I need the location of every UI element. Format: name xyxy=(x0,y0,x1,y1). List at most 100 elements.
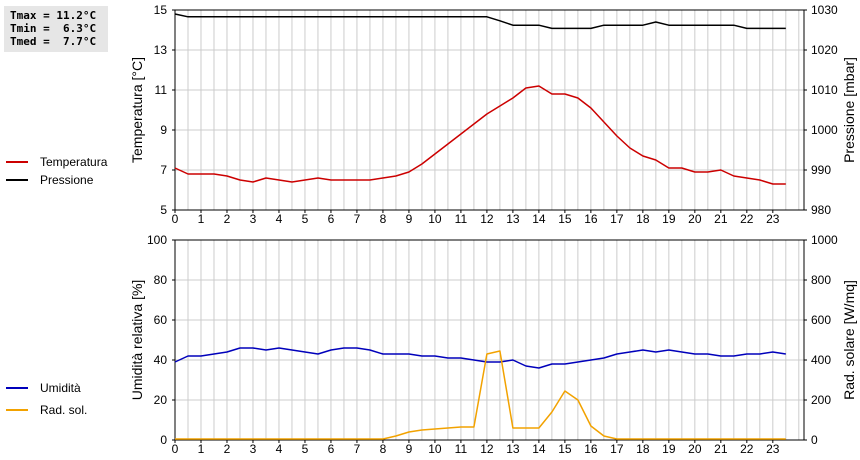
right-axis-label: Pressione [mbar] xyxy=(841,57,857,163)
x-tick-label: 23 xyxy=(766,212,780,226)
chart-panel-1: 0 1 2 3 4 5 6 7 8 9 10 11 12 13 14 15 16 17 18 19 20 21 22 2302… xyxy=(129,233,857,456)
x-tick-label: 19 xyxy=(662,442,676,456)
x-tick-label: 3 xyxy=(250,442,257,456)
x-tick-label: 5 xyxy=(302,442,309,456)
x-tick-label: 21 xyxy=(714,442,728,456)
x-tick-label: 20 xyxy=(688,212,702,226)
right-tick-label: 1020 xyxy=(811,43,838,57)
right-tick-label: 1030 xyxy=(811,3,838,17)
x-tick-label: 7 xyxy=(354,442,361,456)
x-tick-label: 10 xyxy=(428,442,442,456)
left-axis-label: Umidità relativa [%] xyxy=(129,280,145,401)
x-tick-label: 12 xyxy=(480,212,494,226)
legend-swatch-pressure xyxy=(6,179,28,181)
stats-tmax: Tmax = 11.2°C xyxy=(10,9,97,22)
x-tick-label: 13 xyxy=(506,212,520,226)
left-tick-label: 9 xyxy=(160,123,167,137)
left-tick-label: 100 xyxy=(147,233,167,247)
stats-tmed: Tmed = 7.7°C xyxy=(10,35,97,48)
left-tick-label: 40 xyxy=(154,353,168,367)
x-tick-label: 9 xyxy=(406,212,413,226)
right-axis-label: Rad. solare [W/mq] xyxy=(841,280,857,400)
x-tick-label: 18 xyxy=(636,442,650,456)
series-line-temperatura xyxy=(174,85,786,185)
x-tick-label: 15 xyxy=(558,212,572,226)
series-line-pressione xyxy=(174,13,786,30)
left-tick-label: 80 xyxy=(154,273,168,287)
x-tick-label: 4 xyxy=(276,442,283,456)
x-tick-label: 23 xyxy=(766,442,780,456)
x-tick-label: 10 xyxy=(428,212,442,226)
stats-tmin: Tmin = 6.3°C xyxy=(10,22,97,35)
x-tick-label: 19 xyxy=(662,212,676,226)
legend-label-radiation: Rad. sol. xyxy=(40,403,88,417)
x-tick-label: 9 xyxy=(406,442,413,456)
x-tick-label: 15 xyxy=(558,442,572,456)
x-tick-label: 1 xyxy=(198,212,205,226)
x-tick-label: 11 xyxy=(455,212,468,226)
left-tick-label: 7 xyxy=(160,163,167,177)
left-tick-label: 11 xyxy=(155,83,168,97)
x-tick-label: 14 xyxy=(532,212,546,226)
legend-swatch-temperature xyxy=(6,161,28,163)
legend-item-radiation: Rad. sol. xyxy=(6,402,87,418)
legend-item-pressure: Pressione xyxy=(6,172,93,188)
x-tick-label: 0 xyxy=(172,212,179,226)
right-tick-label: 0 xyxy=(811,433,818,447)
x-tick-label: 3 xyxy=(250,212,257,226)
right-tick-label: 1000 xyxy=(811,233,838,247)
x-tick-label: 11 xyxy=(455,442,468,456)
left-tick-label: 5 xyxy=(160,203,167,217)
x-tick-label: 7 xyxy=(354,212,361,226)
stats-box: Tmax = 11.2°C Tmin = 6.3°C Tmed = 7.7°C xyxy=(4,6,108,52)
right-tick-label: 200 xyxy=(811,393,831,407)
right-tick-label: 400 xyxy=(811,353,831,367)
x-tick-label: 8 xyxy=(380,442,387,456)
x-tick-label: 16 xyxy=(584,212,598,226)
series-line-rad-sol xyxy=(175,350,786,440)
right-tick-label: 1010 xyxy=(811,83,838,97)
right-tick-label: 800 xyxy=(811,273,831,287)
x-tick-label: 16 xyxy=(584,442,598,456)
left-tick-label: 15 xyxy=(154,3,168,17)
legend-item-humidity: Umidità xyxy=(6,380,81,396)
plot-frame xyxy=(174,9,805,211)
legend-item-temperature: Temperatura xyxy=(6,154,107,170)
x-tick-label: 14 xyxy=(532,442,546,456)
x-tick-label: 8 xyxy=(380,212,387,226)
x-tick-label: 2 xyxy=(224,212,231,226)
x-tick-label: 0 xyxy=(172,442,179,456)
x-tick-label: 5 xyxy=(302,212,309,226)
x-tick-label: 4 xyxy=(276,212,283,226)
right-tick-label: 600 xyxy=(811,313,831,327)
series-line-umidit xyxy=(174,347,786,369)
left-tick-label: 20 xyxy=(154,393,168,407)
x-tick-label: 1 xyxy=(198,442,205,456)
right-tick-label: 980 xyxy=(811,203,831,217)
legend-label-humidity: Umidità xyxy=(40,381,81,395)
x-tick-label: 12 xyxy=(480,442,494,456)
x-tick-label: 6 xyxy=(328,212,335,226)
legend-label-temperature: Temperatura xyxy=(40,155,108,169)
x-tick-label: 22 xyxy=(740,442,754,456)
right-tick-label: 990 xyxy=(811,163,831,177)
x-tick-label: 21 xyxy=(714,212,728,226)
left-tick-label: 60 xyxy=(154,313,168,327)
x-tick-label: 18 xyxy=(636,212,650,226)
x-tick-label: 13 xyxy=(506,442,520,456)
x-tick-label: 6 xyxy=(328,442,335,456)
x-tick-label: 22 xyxy=(740,212,754,226)
right-tick-label: 1000 xyxy=(811,123,838,137)
left-tick-label: 13 xyxy=(154,43,168,57)
x-tick-label: 17 xyxy=(610,212,624,226)
left-axis-label: Temperatura [°C] xyxy=(129,57,145,163)
chart-panel-0: 0 1 2 3 4 5 6 7 8 9 10 11 12 13 14 15 16 17 18 19 20 21 22 2357… xyxy=(129,3,857,226)
left-tick-label: 0 xyxy=(160,433,167,447)
x-tick-label: 2 xyxy=(224,442,231,456)
legend-swatch-radiation xyxy=(6,409,28,411)
plot-frame xyxy=(174,239,805,441)
legend-swatch-humidity xyxy=(6,387,28,389)
x-tick-label: 17 xyxy=(610,442,624,456)
legend-label-pressure: Pressione xyxy=(40,173,94,187)
